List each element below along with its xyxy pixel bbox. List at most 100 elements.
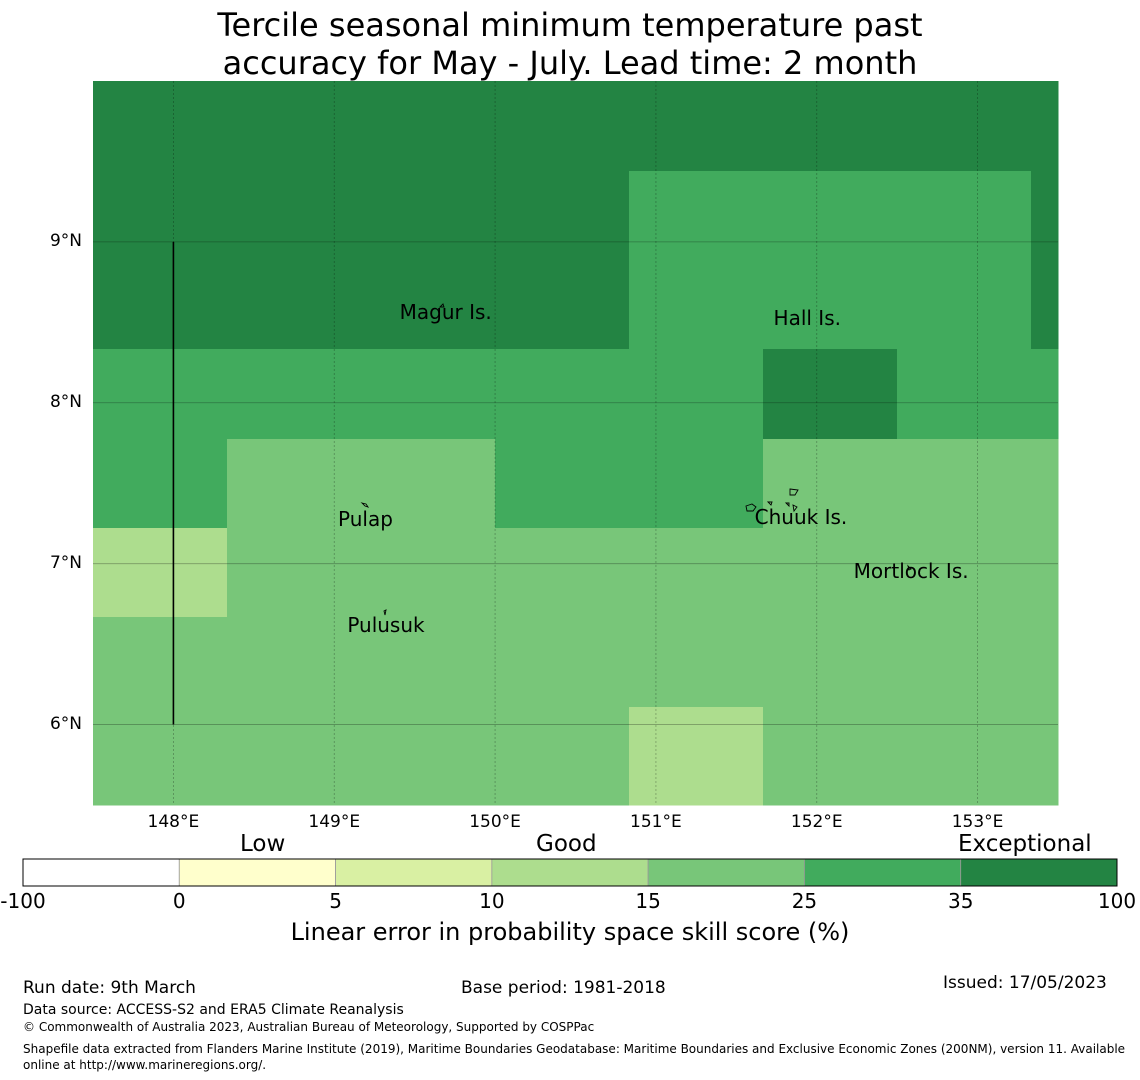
colorbar-swatch <box>491 858 649 887</box>
grid-cell <box>763 528 898 618</box>
colorbar-tick: 10 <box>479 889 505 913</box>
grid-cell <box>495 617 630 708</box>
lat-label-7: 7°N <box>49 552 82 573</box>
colorbar-tick: 0 <box>172 889 186 913</box>
lon-label-150: 150°E <box>469 812 521 832</box>
colorbar-frame <box>22 858 1118 887</box>
grid-cell <box>495 707 630 806</box>
place-label-magur: Magur Is. <box>399 299 492 324</box>
colorbar-swatch <box>178 858 336 887</box>
grid-cell <box>495 171 630 261</box>
copyright: © Commonwealth of Australia 2023, Austra… <box>23 1020 595 1034</box>
grid-cell <box>629 171 764 261</box>
grid-cell <box>93 528 228 618</box>
grid-cell <box>629 439 764 529</box>
grid-cell <box>629 81 764 172</box>
issued-date: Issued: 17/05/2023 <box>943 973 1107 993</box>
grid-cell <box>897 81 1032 172</box>
colorbar-tick: -100 <box>0 889 46 913</box>
grid-cell <box>93 617 228 708</box>
island-outline <box>360 502 370 508</box>
island-outline <box>766 501 773 506</box>
grid-cell <box>495 260 630 350</box>
colorbar-category-low: Low <box>240 831 286 857</box>
grid-cell <box>93 707 228 806</box>
island-outline <box>438 303 445 308</box>
island-outline <box>784 502 790 508</box>
grid-cell <box>1031 260 1059 350</box>
grid-cell <box>361 260 496 350</box>
grid-cell <box>763 260 898 350</box>
grid-cell <box>361 617 496 708</box>
shapefile-credit-line-2: online at http://www.marineregions.org/. <box>23 1058 267 1072</box>
grid-cell <box>361 349 496 440</box>
grid-cell <box>1031 349 1059 440</box>
place-label-chuuk: Chuuk Is. <box>754 505 848 530</box>
place-label-pulusuk: Pulusuk <box>347 613 425 638</box>
colorbar-category-good: Good <box>536 831 597 857</box>
island-outlines <box>360 303 912 616</box>
run-date: Run date: 9th March <box>23 978 196 998</box>
grid-cell <box>93 260 228 350</box>
grid-cell <box>629 349 764 440</box>
grid-cell <box>1031 81 1059 172</box>
lat-label-9: 9°N <box>49 230 82 251</box>
grid-cell <box>361 171 496 261</box>
lon-label-151: 151°E <box>630 812 682 832</box>
colorbar-swatch <box>804 858 962 887</box>
grid-cell <box>227 528 362 618</box>
grid-cell <box>495 349 630 440</box>
colorbar <box>22 858 1118 887</box>
lon-label-149: 149°E <box>308 812 361 832</box>
grid-cell <box>763 707 898 806</box>
grid-cell <box>1031 707 1059 806</box>
colorbar-tick: 5 <box>329 889 342 913</box>
grid-cell <box>495 81 630 172</box>
grid-cell <box>227 439 362 529</box>
grid-cell <box>763 81 898 172</box>
lon-label-152: 152°E <box>790 812 843 832</box>
skill-grid <box>93 81 1059 806</box>
grid-cell <box>93 349 228 440</box>
chart-title: Tercile seasonal minimum temperature pas… <box>0 6 1140 82</box>
shapefile-credit-line-1: Shapefile data extracted from Flanders M… <box>23 1042 1126 1056</box>
lat-label-8: 8°N <box>49 391 82 412</box>
colorbar-swatch <box>960 858 1118 887</box>
island-outline <box>745 503 757 512</box>
grid-cell <box>361 439 496 529</box>
grid-cell <box>897 617 1032 708</box>
colorbar-swatch <box>22 858 180 887</box>
grid-cell <box>495 439 630 529</box>
grid-cell <box>227 81 362 172</box>
grid-cell <box>361 528 496 618</box>
colorbar-tick: 100 <box>1097 889 1137 913</box>
island-outline <box>907 564 912 571</box>
colorbar-tick: 15 <box>635 889 661 913</box>
island-outline <box>792 504 798 513</box>
lat-label-6: 6°N <box>49 713 82 734</box>
grid-cell <box>227 349 362 440</box>
grid-cell <box>763 617 898 708</box>
grid-cell <box>897 171 1032 261</box>
grid-cell <box>227 617 362 708</box>
colorbar-tick: 25 <box>791 889 818 913</box>
grid-cell <box>763 439 898 529</box>
grid-cell <box>897 260 1032 350</box>
grid-cell <box>897 439 1032 529</box>
colorbar-swatch <box>335 858 493 887</box>
grid-cell <box>93 439 228 529</box>
island-outline <box>789 488 799 496</box>
grid-cell <box>763 349 898 440</box>
grid-cell <box>629 707 764 806</box>
island-outline <box>383 609 387 616</box>
base-period: Base period: 1981-2018 <box>461 978 666 998</box>
grid-cell <box>93 171 228 261</box>
grid-cell <box>897 349 1032 440</box>
grid-cell <box>227 171 362 261</box>
place-label-mortlock: Mortlock Is. <box>853 558 969 583</box>
grid-cell <box>897 707 1032 806</box>
grid-cell <box>629 260 764 350</box>
grid-cell <box>1031 528 1059 618</box>
grid-cell <box>227 260 362 350</box>
data-source: Data source: ACCESS-S2 and ERA5 Climate … <box>23 1002 404 1018</box>
